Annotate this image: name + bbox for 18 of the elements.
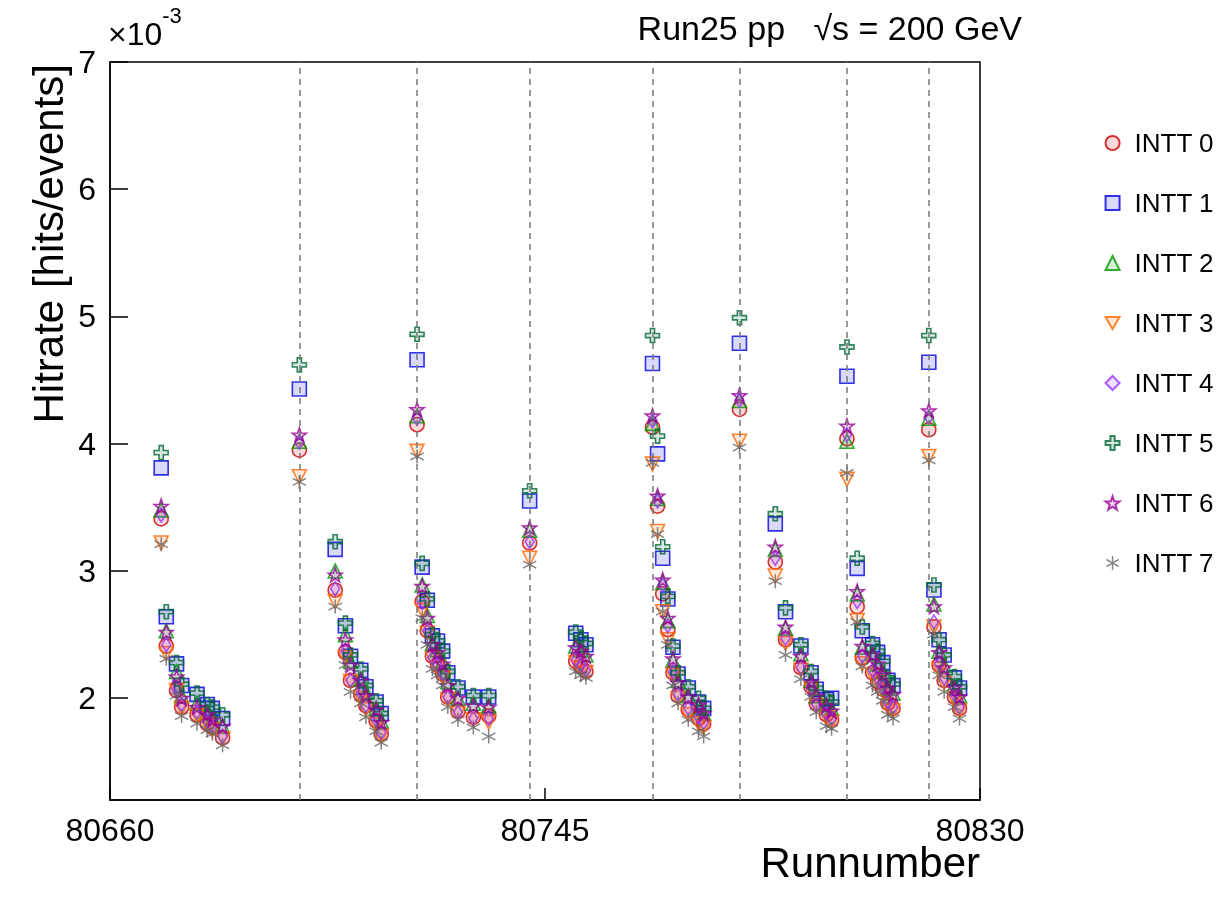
legend-label: INTT 3 [1134,308,1214,338]
legend-label: INTT 2 [1134,248,1214,278]
legend-label: INTT 5 [1134,428,1214,458]
legend-label: INTT 6 [1134,488,1214,518]
y-tick-label: 3 [78,552,96,589]
x-tick-label: 80745 [500,812,590,848]
y-tick-label: 4 [78,425,96,462]
chart-title: Run25 pp √s = 200 GeV [637,9,1023,47]
x-tick-label: 80660 [65,812,155,848]
legend-label: INTT 0 [1134,128,1214,158]
legend-label: INTT 4 [1134,368,1214,398]
y-tick-label: 5 [78,298,96,335]
y-tick-label: 7 [78,44,96,80]
legend-label: INTT 7 [1134,548,1214,578]
y-tick-label: 6 [78,171,96,208]
y-tick-label: 2 [78,680,96,717]
legend-label: INTT 1 [1134,188,1214,218]
y-axis-title: Hitrate [hits/events] [24,64,72,424]
